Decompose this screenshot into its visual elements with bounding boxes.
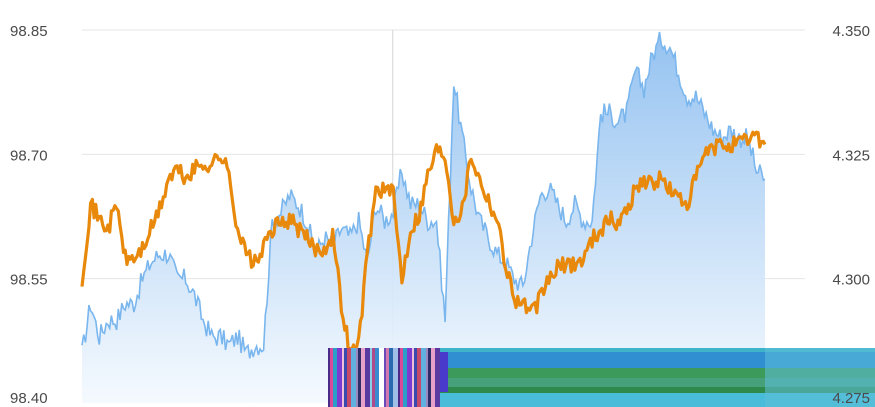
line-series <box>80 130 767 355</box>
artifact-stripe <box>386 348 389 407</box>
right-tick-label: 4.300 <box>832 272 870 289</box>
orange-line <box>80 130 767 355</box>
artifact-stripe <box>337 348 342 407</box>
artifact-stripe <box>375 348 379 407</box>
artifact-stripe <box>440 352 448 392</box>
artifact-stripe <box>393 348 398 407</box>
artifact-band <box>440 378 875 387</box>
right-tick-label: 4.325 <box>832 147 870 164</box>
right-tick-label: 4.350 <box>832 23 870 40</box>
artifact-stripe <box>333 348 337 407</box>
artifact-stripe <box>379 348 384 407</box>
artifact-stripe <box>428 348 431 407</box>
render-artifact <box>328 348 875 407</box>
artifact-stripe <box>400 348 403 407</box>
artifact-band <box>765 348 875 407</box>
area-series <box>81 31 766 403</box>
artifact-stripe <box>361 348 365 407</box>
artifact-stripe <box>351 348 356 407</box>
artifact-stripe <box>342 348 344 407</box>
artifact-stripe <box>421 348 426 407</box>
axis-ticks: 98.40 98.55 98.70 98.85 4.275 4.300 4.325 4.350 <box>10 23 870 407</box>
artifact-stripe <box>347 348 351 407</box>
area-line <box>81 31 766 359</box>
artifact-stripe <box>372 348 375 407</box>
artifact-stripe <box>356 348 358 407</box>
artifact-band <box>440 387 875 393</box>
artifact-stripe <box>414 348 417 407</box>
artifact-stripe <box>384 348 386 407</box>
artifact-stripe <box>431 348 435 407</box>
left-tick-label: 98.85 <box>10 23 48 40</box>
artifact-stripe <box>417 348 421 407</box>
artifact-stripe <box>358 348 361 407</box>
left-tick-label: 98.55 <box>10 272 48 289</box>
artifact-stripe <box>330 348 333 407</box>
right-tick-label: 4.275 <box>832 390 870 407</box>
artifact-band <box>440 368 875 378</box>
left-tick-label: 98.70 <box>10 147 48 164</box>
area-fill <box>82 32 765 403</box>
left-tick-label: 98.40 <box>10 390 48 407</box>
artifact-stripe <box>403 348 407 407</box>
artifact-stripe <box>370 348 372 407</box>
artifact-stripe <box>344 348 347 407</box>
artifact-stripe <box>389 348 393 407</box>
artifact-stripe <box>365 348 370 407</box>
artifact-stripe <box>407 348 412 407</box>
artifact-stripe <box>328 348 330 407</box>
artifact-stripe <box>435 348 440 407</box>
artifact-stripe <box>412 348 414 407</box>
artifact-stripe <box>398 348 400 407</box>
artifact-stripe <box>426 348 428 407</box>
